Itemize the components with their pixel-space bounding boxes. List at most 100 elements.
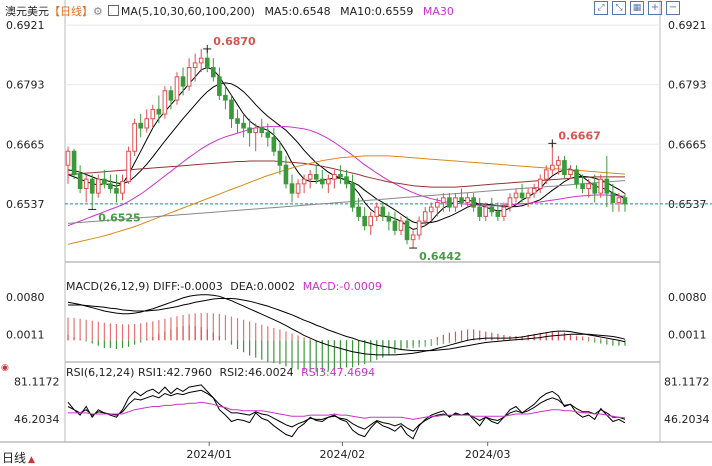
candle-body bbox=[441, 197, 446, 203]
candle-body bbox=[610, 192, 616, 203]
rsi-1: RSI1:42.7960 bbox=[137, 366, 213, 379]
candle-body bbox=[398, 220, 404, 231]
candle-body bbox=[277, 150, 283, 166]
candle-body bbox=[550, 164, 555, 171]
ma-params[interactable]: MA(5,10,30,60,100,200) bbox=[120, 5, 255, 18]
candle-body bbox=[447, 197, 452, 208]
rsi-title: RSI(6,12,24) bbox=[66, 366, 135, 379]
ma5-value: MA5:0.6548 bbox=[264, 5, 331, 18]
candle-body bbox=[404, 220, 410, 241]
candle-body bbox=[89, 178, 95, 194]
candle-body bbox=[592, 183, 598, 194]
candle-body bbox=[138, 122, 143, 129]
price-y-tick-left: 0.6665 bbox=[6, 138, 45, 151]
candle-body bbox=[265, 132, 271, 138]
shrink-icon[interactable]: ⤡ bbox=[612, 1, 626, 15]
candle-body bbox=[338, 174, 343, 178]
candle-body bbox=[271, 136, 277, 152]
price-header: 澳元美元【日线】⚙ MA(5,10,30,60,100,200) MA5:0.65… bbox=[5, 3, 454, 19]
candle-body bbox=[332, 174, 337, 180]
candle-body bbox=[253, 127, 259, 134]
candle-body bbox=[198, 57, 204, 64]
candle-body bbox=[71, 150, 77, 176]
macd-y-tick-left: 0.0080 bbox=[6, 291, 45, 304]
candle-body bbox=[513, 192, 519, 199]
candle-body bbox=[604, 178, 610, 194]
candle-body bbox=[95, 178, 101, 194]
period-tag[interactable]: 【日线】 bbox=[49, 5, 93, 18]
candle-body bbox=[162, 90, 168, 115]
candle-body bbox=[65, 150, 71, 166]
rsi-y-tick-right: 46.2034 bbox=[664, 413, 710, 426]
candle-body bbox=[386, 215, 392, 222]
rsi-line-rsi1 bbox=[67, 384, 626, 440]
candle-body bbox=[301, 178, 307, 185]
candle-body bbox=[108, 183, 113, 189]
candle-body bbox=[380, 206, 386, 217]
candle-body bbox=[229, 99, 234, 120]
candle-body bbox=[307, 174, 313, 180]
candle-body bbox=[180, 76, 186, 87]
candle-body bbox=[223, 94, 228, 101]
dropdown-arrow-icon: ▲ bbox=[28, 455, 35, 465]
candle-body bbox=[531, 187, 537, 194]
price-y-tick-right: 0.6793 bbox=[668, 79, 707, 92]
period-button[interactable]: 日线 ▲ bbox=[2, 449, 35, 466]
ma-line-ma5 bbox=[67, 66, 626, 230]
rsi-line-rsi3 bbox=[68, 401, 626, 420]
ma10-value: MA10:0.6559 bbox=[340, 5, 414, 18]
expand-icon[interactable]: ⤢ bbox=[594, 1, 608, 15]
candle-body bbox=[519, 192, 525, 199]
rsi-header: RSI(6,12,24) RSI1:42.7960 RSI2:46.0024 R… bbox=[66, 366, 375, 379]
annotation-label: 0.6442 bbox=[419, 250, 461, 263]
minus-icon[interactable]: − bbox=[666, 1, 680, 15]
ma-line-ma100 bbox=[67, 155, 626, 245]
macd-y-tick-left: 0.0011 bbox=[6, 328, 45, 341]
add-icon[interactable]: + bbox=[648, 1, 662, 15]
candle-body bbox=[434, 201, 440, 208]
x-tick-label: 2024/03 bbox=[465, 448, 511, 461]
price-y-tick-left: 0.6921 bbox=[6, 19, 45, 32]
candle-body bbox=[126, 150, 131, 183]
candle-body bbox=[283, 164, 289, 185]
macd-diff: DIFF:-0.0003 bbox=[153, 280, 223, 293]
macd-header: MACD(26,12,9) DIFF:-0.0003 DEA:0.0002 MA… bbox=[66, 280, 382, 293]
price-y-tick-right: 0.6665 bbox=[668, 138, 707, 151]
ma-line-ma30 bbox=[67, 126, 626, 227]
candle-body bbox=[525, 192, 531, 199]
annotation-label: 0.6667 bbox=[558, 129, 600, 142]
macd-macd: MACD:-0.0009 bbox=[302, 280, 382, 293]
candle-body bbox=[495, 211, 501, 217]
period-button-label: 日线 bbox=[2, 451, 27, 465]
candle-body bbox=[422, 211, 428, 222]
annotation-label: 0.6870 bbox=[213, 35, 256, 48]
candle-body bbox=[574, 169, 579, 185]
rsi-y-tick-right: 81.1172 bbox=[664, 376, 710, 389]
macd-title: MACD(26,12,9) bbox=[66, 280, 150, 293]
candle-body bbox=[247, 127, 252, 134]
candle-body bbox=[192, 62, 198, 69]
rsi-line-rsi2 bbox=[67, 389, 626, 432]
macd-y-tick-right: 0.0080 bbox=[668, 291, 707, 304]
price-y-tick-left: 0.6537 bbox=[6, 198, 45, 211]
candle-body bbox=[374, 206, 380, 217]
rsi-3: RSI3:47.4694 bbox=[301, 366, 376, 379]
ma-checkbox-icon[interactable] bbox=[107, 5, 119, 16]
panel-marker-icon: ◉ bbox=[1, 363, 9, 373]
candle-body bbox=[350, 183, 355, 208]
settings-icon[interactable]: ⚙ bbox=[93, 5, 103, 18]
candle-body bbox=[368, 215, 374, 227]
candle-body bbox=[83, 178, 89, 189]
candle-body bbox=[622, 197, 628, 205]
candle-body bbox=[114, 187, 119, 194]
price-y-tick-right: 0.6921 bbox=[668, 19, 707, 32]
candle-body bbox=[501, 206, 507, 217]
candle-body bbox=[356, 206, 361, 217]
candle-body bbox=[453, 197, 458, 208]
rsi-y-tick-left: 81.1172 bbox=[14, 376, 60, 389]
candle-body bbox=[537, 178, 543, 189]
candle-body bbox=[319, 178, 325, 185]
grid-icon[interactable]: ▦ bbox=[630, 1, 644, 15]
candle-body bbox=[416, 220, 422, 236]
annotation-label: 0.6525 bbox=[98, 211, 140, 224]
